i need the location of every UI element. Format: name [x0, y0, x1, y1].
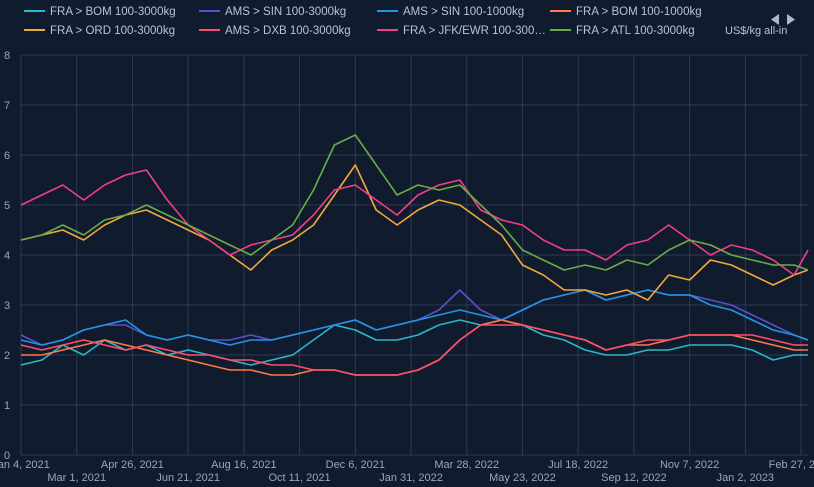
series-layer [20, 134, 809, 376]
legend-item[interactable]: FRA > JFK/EWR 100-300… [377, 25, 546, 37]
legend-prev-arrow-icon[interactable] [771, 14, 779, 25]
x-tick-label: Jan 31, 2022 [379, 472, 443, 484]
x-tick-label: Feb 27, 2023 [769, 459, 814, 471]
y-tick-label: 6 [4, 150, 10, 162]
x-tick-label: Mar 1, 2021 [47, 472, 106, 484]
x-tick-label: Jan 4, 2021 [0, 459, 50, 471]
legend-label: FRA > BOM 100-3000kg [50, 6, 176, 18]
y-unit-label: US$/kg all-in [725, 25, 787, 37]
x-tick-label: Apr 26, 2021 [101, 459, 164, 471]
legend-nav [771, 14, 795, 25]
x-tick-label: Nov 7, 2022 [660, 459, 719, 471]
y-axis: 0 1 2 3 4 5 6 7 8 [4, 50, 10, 462]
legend-label: AMS > SIN 100-1000kg [403, 6, 524, 18]
series-line [20, 319, 808, 366]
legend: FRA > BOM 100-3000kg AMS > SIN 100-3000kg… [24, 6, 787, 37]
y-tick-label: 4 [4, 250, 10, 262]
legend-label: AMS > SIN 100-3000kg [225, 6, 346, 18]
legend-item[interactable]: AMS > SIN 100-3000kg [199, 6, 346, 18]
series-line [20, 169, 809, 276]
x-tick-label: Jul 18, 2022 [548, 459, 608, 471]
y-tick-label: 2 [4, 350, 10, 362]
legend-label: FRA > BOM 100-1000kg [576, 6, 702, 18]
x-tick-label: Aug 16, 2021 [211, 459, 276, 471]
y-tick-label: 8 [4, 50, 10, 62]
legend-label: FRA > ATL 100-3000kg [576, 25, 695, 37]
y-tick-label: 0 [4, 450, 10, 462]
series-line [20, 324, 808, 376]
series-line [20, 164, 809, 301]
legend-item[interactable]: FRA > BOM 100-1000kg [550, 6, 702, 18]
series-line [20, 289, 809, 346]
y-tick-label: 7 [4, 100, 10, 112]
series-line [20, 134, 809, 271]
x-tick-label: Mar 28, 2022 [434, 459, 499, 471]
legend-label: AMS > DXB 100-3000kg [225, 25, 351, 37]
legend-next-arrow-icon[interactable] [787, 14, 795, 25]
x-tick-label: Dec 6, 2021 [326, 459, 385, 471]
y-tick-label: 5 [4, 200, 10, 212]
legend-label: FRA > ORD 100-3000kg [50, 25, 175, 37]
y-tick-label: 3 [4, 300, 10, 312]
x-tick-label: Jan 2, 2023 [717, 472, 775, 484]
legend-label: FRA > JFK/EWR 100-300… [403, 25, 546, 37]
legend-item[interactable]: FRA > ATL 100-3000kg [550, 25, 695, 37]
legend-item[interactable]: FRA > ORD 100-3000kg [24, 25, 175, 37]
legend-item[interactable]: FRA > BOM 100-3000kg [24, 6, 176, 18]
chart-grid [20, 54, 808, 456]
x-tick-label: Jun 21, 2021 [156, 472, 220, 484]
x-tick-label: Sep 12, 2022 [601, 472, 666, 484]
x-tick-label: Oct 11, 2021 [268, 472, 330, 484]
y-tick-label: 1 [4, 400, 10, 412]
legend-item[interactable]: AMS > SIN 100-1000kg [377, 6, 524, 18]
x-tick-label: May 23, 2022 [489, 472, 556, 484]
legend-item[interactable]: AMS > DXB 100-3000kg [199, 25, 351, 37]
